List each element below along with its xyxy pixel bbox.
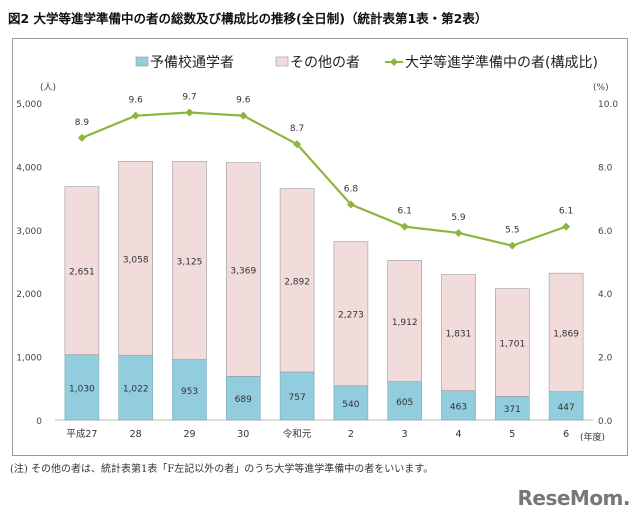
ratio-point — [562, 222, 571, 231]
bar-other — [172, 161, 207, 360]
y-right-tick-label: 8.0 — [598, 163, 613, 173]
bar-other-label: 1,831 — [446, 330, 472, 340]
bar-other — [279, 188, 315, 373]
x-tick-label: 2 — [348, 429, 354, 440]
ratio-label: 6.1 — [398, 207, 412, 217]
legend-swatch — [135, 56, 149, 67]
bar-yobiko-label: 689 — [235, 395, 252, 405]
resemom-logo: ReseMom. — [517, 486, 630, 510]
bar-other — [387, 260, 423, 382]
bar-other-label: 2,651 — [69, 268, 95, 278]
x-tick-label: 6 — [563, 429, 569, 440]
legend-marker — [390, 58, 398, 66]
bar-other — [441, 274, 476, 391]
bar-yobiko — [118, 354, 153, 421]
ratio-point — [346, 200, 355, 209]
x-tick-label: 令和元 — [283, 428, 312, 440]
bar-other-label: 2,273 — [338, 311, 364, 321]
ratio-label: 9.6 — [236, 96, 251, 106]
bar-yobiko-label: 447 — [558, 403, 575, 413]
ratio-label: 6.8 — [344, 184, 359, 194]
y-right-tick-label: 4.0 — [598, 290, 613, 300]
ratio-point — [400, 222, 409, 231]
bar-yobiko-label: 1,022 — [123, 385, 149, 395]
ratio-label: 8.7 — [290, 124, 304, 134]
ratio-label: 5.9 — [451, 213, 466, 223]
x-tick-label: 29 — [183, 429, 195, 440]
bar-other-label: 2,892 — [284, 277, 310, 287]
x-tick-label: 28 — [130, 429, 142, 440]
x-tick-label: 5 — [509, 429, 515, 440]
bar-other — [64, 186, 100, 355]
x-tick-label: 30 — [237, 429, 249, 440]
bar-yobiko-label: 1,030 — [69, 384, 95, 394]
bar-yobiko-label: 371 — [504, 405, 521, 415]
ratio-label: 9.6 — [129, 96, 144, 106]
bar-other-label: 3,125 — [177, 258, 203, 268]
x-tick-label: 平成27 — [66, 428, 97, 440]
bar-yobiko — [279, 371, 315, 421]
ratio-point — [508, 241, 517, 250]
ratio-point — [77, 133, 86, 142]
ratio-point — [185, 108, 194, 117]
ratio-label: 8.9 — [75, 118, 90, 128]
y-left-tick-label: 2,000 — [16, 290, 42, 300]
ratio-point — [454, 228, 463, 237]
bar-yobiko-label: 757 — [289, 393, 306, 403]
bar-yobiko — [548, 391, 584, 421]
bar-other-label: 3,058 — [123, 255, 149, 265]
bar-yobiko — [387, 381, 423, 421]
ratio-point — [293, 140, 302, 149]
ratio-label: 9.7 — [182, 93, 196, 103]
bar-yobiko-label: 605 — [396, 398, 413, 408]
y-right-tick-label: 0.0 — [598, 417, 613, 427]
legend-swatch — [275, 56, 289, 67]
y-left-tick-label: 5,000 — [16, 100, 42, 110]
footnote: (注) その他の者は、統計表第1表「F左記以外の者」のうち大学等進学準備中の者を… — [10, 464, 434, 475]
bar-other-label: 1,912 — [392, 318, 418, 328]
bar-yobiko-label: 463 — [450, 402, 467, 412]
y-right-tick-label: 2.0 — [598, 354, 613, 364]
bar-other-label: 3,369 — [230, 267, 256, 277]
ratio-line — [81, 111, 567, 247]
bar-yobiko — [64, 354, 100, 421]
y-left-tick-label: 4,000 — [16, 163, 42, 173]
bar-other — [118, 161, 153, 356]
y-right-tick-label: 10.0 — [598, 100, 618, 110]
bar-yobiko-label: 953 — [181, 387, 198, 397]
bar-other-label: 1,869 — [553, 329, 579, 339]
legend-label: 大学等進学準備中の者(構成比) — [405, 54, 598, 71]
x-tick-label: 4 — [455, 429, 461, 440]
y-right-tick-label: 6.0 — [598, 227, 613, 237]
y-left-unit: (人) — [40, 82, 56, 93]
legend-label: その他の者 — [290, 55, 360, 71]
bar-other — [494, 288, 530, 397]
bar-other — [333, 241, 369, 387]
bar-other — [226, 162, 261, 377]
ratio-point — [239, 111, 248, 120]
ratio-label: 5.5 — [505, 226, 519, 236]
legend-label: 予備校通学者 — [150, 54, 234, 71]
y-left-tick-label: 1,000 — [16, 354, 42, 364]
y-left-tick-label: 3,000 — [16, 227, 42, 237]
ratio-label: 6.1 — [559, 207, 573, 217]
y-left-tick-label: 0 — [36, 417, 42, 427]
bar-yobiko-label: 540 — [342, 400, 359, 410]
bar-yobiko — [172, 359, 207, 421]
bar-other-label: 1,701 — [499, 340, 525, 350]
x-unit: (年度) — [580, 431, 605, 443]
bar-other — [548, 272, 584, 392]
chart-title: 図2 大学等進学準備中の者の総数及び構成比の推移(全日制)（統計表第1表・第2表… — [8, 11, 488, 26]
ratio-point — [131, 111, 140, 120]
x-tick-label: 3 — [402, 429, 408, 440]
bar-yobiko — [333, 385, 369, 421]
y-right-unit: (%) — [593, 83, 609, 93]
